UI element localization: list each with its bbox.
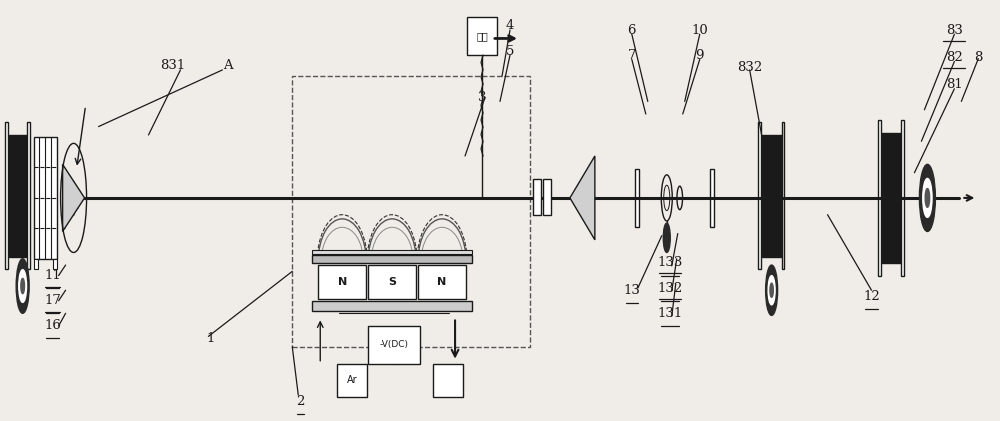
- Bar: [53, 259, 57, 269]
- Text: 3: 3: [478, 91, 486, 104]
- Circle shape: [919, 164, 935, 232]
- Text: 82: 82: [946, 51, 963, 64]
- Text: A: A: [224, 59, 233, 72]
- Bar: [758, 123, 761, 269]
- Bar: [881, 133, 901, 263]
- Circle shape: [766, 265, 778, 315]
- Text: 83: 83: [946, 24, 963, 37]
- Bar: [368, 265, 416, 298]
- Circle shape: [16, 259, 29, 313]
- Circle shape: [21, 278, 24, 294]
- Bar: [710, 168, 714, 227]
- Text: 132: 132: [657, 282, 682, 295]
- Circle shape: [925, 189, 930, 207]
- Bar: [418, 265, 466, 298]
- Bar: [5, 123, 8, 269]
- Bar: [312, 301, 472, 311]
- Text: S: S: [388, 277, 396, 287]
- Bar: [901, 120, 904, 275]
- Text: 832: 832: [737, 61, 762, 75]
- Bar: [34, 137, 57, 259]
- Text: N: N: [437, 277, 447, 287]
- Text: 11: 11: [44, 269, 61, 282]
- Text: 831: 831: [160, 59, 185, 72]
- Bar: [312, 256, 472, 263]
- Bar: [337, 364, 367, 397]
- Circle shape: [19, 270, 27, 302]
- Text: 4: 4: [506, 19, 514, 32]
- Text: 5: 5: [506, 45, 514, 58]
- Bar: [312, 250, 472, 254]
- Text: -V(DC): -V(DC): [380, 340, 409, 349]
- Text: 133: 133: [657, 256, 682, 269]
- Bar: [27, 123, 30, 269]
- Bar: [368, 326, 420, 364]
- Bar: [467, 18, 497, 55]
- Text: 16: 16: [44, 320, 61, 333]
- Circle shape: [768, 276, 775, 305]
- Bar: [433, 364, 463, 397]
- Circle shape: [923, 179, 932, 217]
- Polygon shape: [63, 164, 85, 232]
- Bar: [533, 179, 541, 215]
- Text: 10: 10: [691, 24, 708, 37]
- Text: Ar: Ar: [347, 376, 358, 386]
- Text: 81: 81: [946, 78, 963, 91]
- Text: 12: 12: [863, 290, 880, 303]
- Text: 17: 17: [44, 294, 61, 307]
- Polygon shape: [570, 156, 595, 240]
- Text: 2: 2: [296, 395, 304, 408]
- Circle shape: [770, 283, 773, 297]
- Text: 9: 9: [695, 49, 704, 62]
- Bar: [318, 265, 366, 298]
- Text: 8: 8: [974, 51, 983, 64]
- Text: N: N: [338, 277, 347, 287]
- Bar: [782, 123, 784, 269]
- Bar: [9, 135, 27, 257]
- Text: 131: 131: [657, 307, 682, 320]
- Text: 接地: 接地: [476, 31, 488, 41]
- Circle shape: [663, 223, 670, 253]
- Text: 7: 7: [628, 49, 636, 62]
- Bar: [762, 135, 782, 257]
- Text: 13: 13: [623, 284, 640, 297]
- Bar: [878, 120, 881, 275]
- Bar: [292, 76, 530, 347]
- Bar: [635, 168, 639, 227]
- Bar: [34, 259, 38, 269]
- Bar: [543, 179, 551, 215]
- Text: 6: 6: [628, 24, 636, 37]
- Text: 1: 1: [206, 332, 215, 345]
